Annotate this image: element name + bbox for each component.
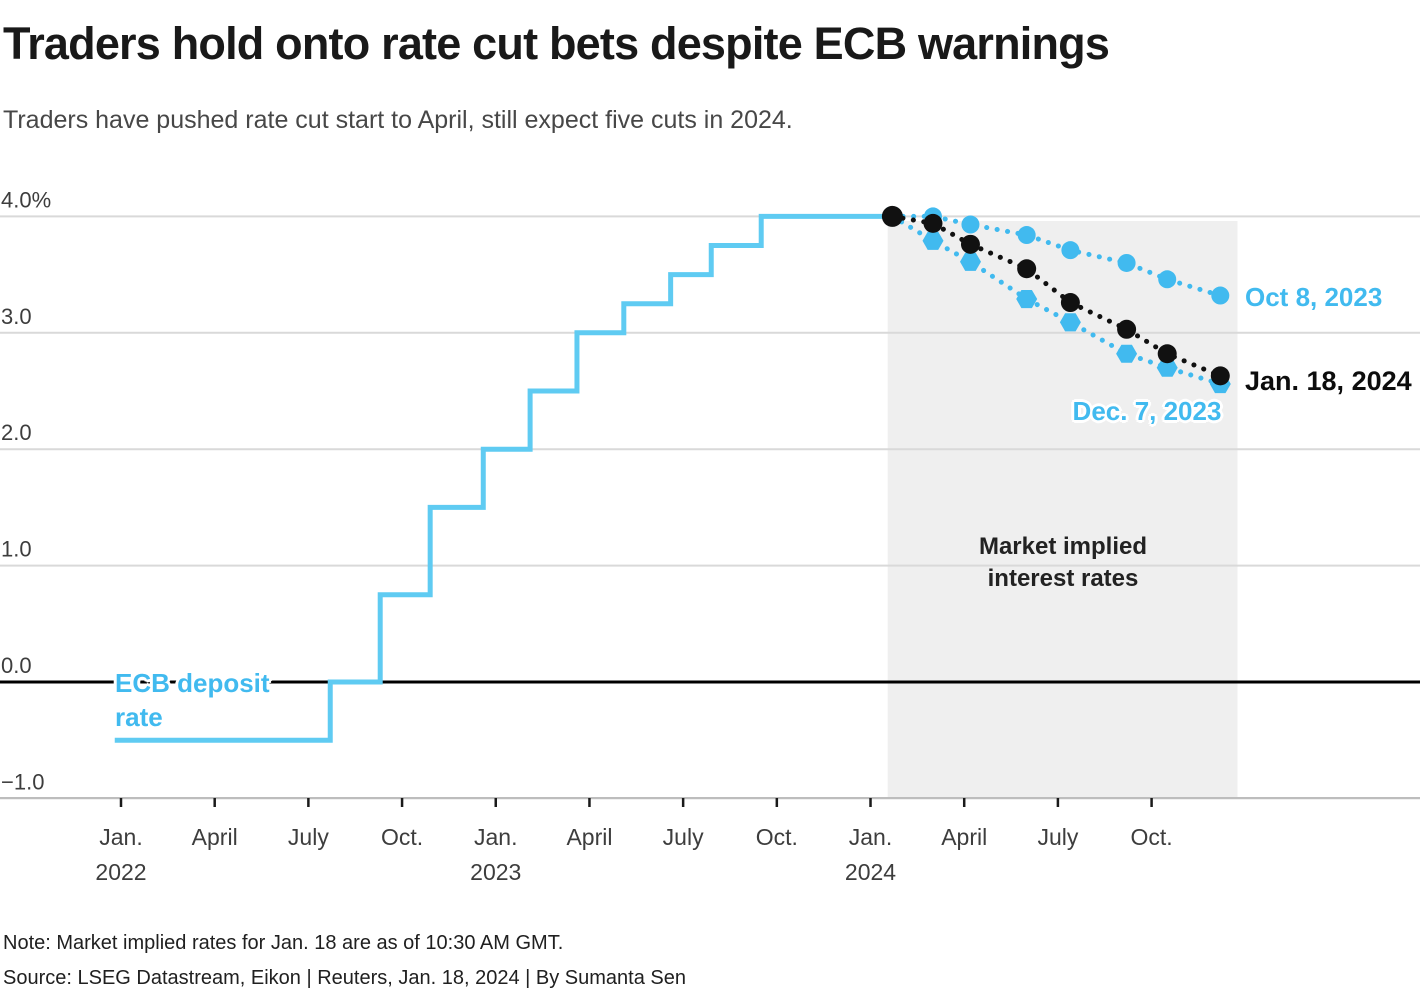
data-point-hexagon: [922, 231, 944, 250]
data-point-circle: [1117, 319, 1137, 339]
y-tick-label: 2.0: [1, 420, 32, 445]
ecb-deposit-rate-label-line2: rate: [115, 702, 163, 732]
data-point-circle: [1117, 253, 1136, 272]
data-point-circle: [961, 215, 980, 234]
chart-note: Note: Market implied rates for Jan. 18 a…: [3, 932, 564, 954]
ecb-deposit-rate-label-line1: ECB deposit: [115, 668, 270, 698]
market-implied-region: [887, 221, 1238, 797]
x-tick-label: April: [566, 824, 612, 850]
x-tick-label: April: [192, 824, 238, 850]
data-point-circle: [1017, 226, 1036, 245]
x-tick-label: Jan.: [99, 824, 142, 850]
data-point-circle: [1157, 344, 1177, 364]
y-tick-label: 4.0%: [1, 187, 51, 212]
data-point-circle: [960, 234, 980, 254]
data-point-circle: [1017, 259, 1037, 279]
x-tick-label: July: [1037, 824, 1078, 850]
data-point-circle: [1211, 286, 1230, 305]
market-implied-region-label: Market implied interest rates: [888, 531, 1238, 595]
x-tick-year-label: 2023: [470, 859, 521, 885]
data-point-circle: [1158, 270, 1177, 289]
data-point-circle: [1060, 293, 1080, 313]
chart-subtitle: Traders have pushed rate cut start to Ap…: [3, 106, 793, 134]
x-tick-year-label: 2022: [95, 859, 146, 885]
y-tick-label: 1.0: [1, 537, 32, 562]
y-tick-label: 3.0: [1, 304, 32, 329]
x-tick-label: Oct.: [1131, 824, 1173, 850]
data-point-circle: [1061, 241, 1080, 260]
data-point-hexagon: [960, 252, 981, 271]
data-point-hexagon: [1116, 344, 1138, 363]
x-tick-label: April: [941, 824, 987, 850]
data-point-circle: [923, 213, 943, 233]
series-jan-18-2024: [881, 205, 1230, 386]
y-tick-label: 0.0: [1, 653, 32, 678]
data-point-circle: [881, 205, 903, 227]
chart-source: Source: LSEG Datastream, Eikon | Reuters…: [3, 967, 686, 989]
data-point-circle: [1210, 366, 1230, 386]
series-label-dec-7-2023: Dec. 7, 2023: [1072, 396, 1222, 426]
data-point-hexagon: [1156, 358, 1178, 377]
x-tick-label: Oct.: [381, 824, 423, 850]
x-tick-label: Jan.: [849, 824, 892, 850]
series-label-oct-8-2023: Oct 8, 2023: [1245, 282, 1383, 312]
x-tick-label: July: [663, 824, 704, 850]
ecb-deposit-rate-line: [114, 213, 893, 743]
ecb-deposit-rate-label: ECB deposit rate: [115, 666, 270, 734]
series-dec-7-2023: [881, 207, 1231, 394]
x-tick-label: July: [288, 824, 329, 850]
x-tick-label: Oct.: [756, 824, 798, 850]
chart-title: Traders hold onto rate cut bets despite …: [3, 18, 1110, 69]
market-implied-label-line1: Market implied: [978, 533, 1148, 560]
data-point-hexagon: [1016, 290, 1038, 309]
series-label-jan-18-2024: Jan. 18, 2024: [1245, 366, 1412, 396]
data-point-hexagon: [1059, 313, 1081, 332]
market-implied-label-line2: interest rates: [987, 565, 1139, 592]
y-tick-label: −1.0: [1, 769, 44, 794]
x-tick-label: Jan.: [474, 824, 517, 850]
x-tick-year-label: 2024: [845, 859, 896, 885]
